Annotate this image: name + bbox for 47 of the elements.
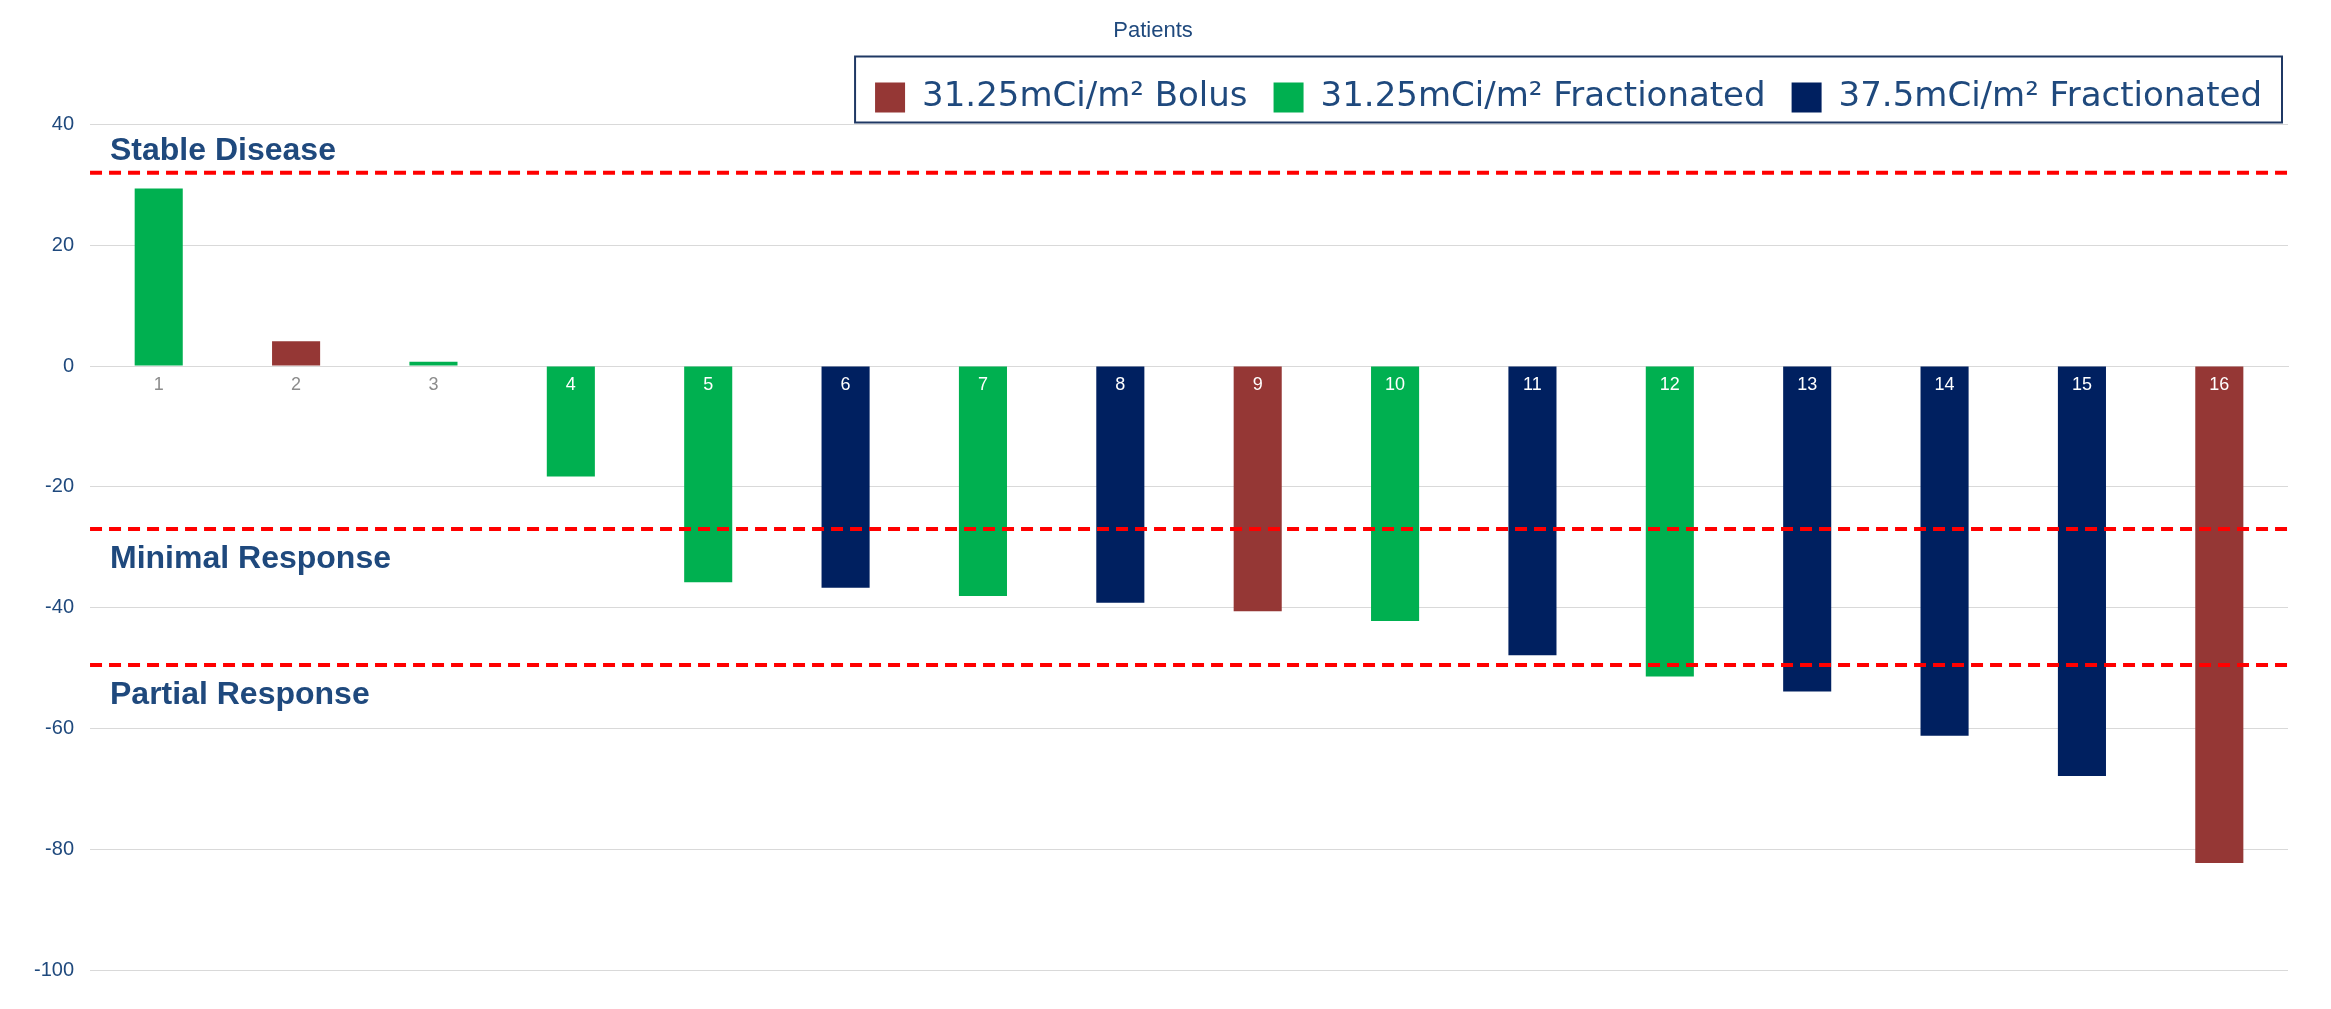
bar bbox=[1371, 366, 1420, 621]
bar bbox=[1233, 366, 1282, 612]
bar bbox=[272, 341, 321, 366]
x-tick-label: 1 bbox=[153, 373, 164, 394]
x-tick-label: 12 bbox=[1659, 373, 1680, 394]
x-tick-label: 4 bbox=[565, 373, 576, 394]
bar bbox=[684, 366, 733, 583]
y-tick-label: 20 bbox=[51, 232, 75, 255]
y-tick-label: -80 bbox=[45, 836, 75, 859]
bar bbox=[1096, 366, 1145, 603]
bar bbox=[409, 361, 458, 366]
y-tick-label: 0 bbox=[62, 353, 75, 376]
x-tick-label: 9 bbox=[1252, 373, 1263, 394]
y-tick-label: -100 bbox=[34, 957, 75, 980]
bar bbox=[1508, 366, 1557, 656]
y-tick-label: -60 bbox=[45, 715, 75, 738]
bar bbox=[1783, 366, 1832, 692]
x-tick-label: 5 bbox=[703, 373, 714, 394]
x-tick-label: 10 bbox=[1385, 373, 1406, 394]
x-tick-label: 8 bbox=[1115, 373, 1126, 394]
bar bbox=[821, 366, 870, 588]
x-tick-label: 15 bbox=[2071, 373, 2092, 394]
x-tick-label: 13 bbox=[1797, 373, 1818, 394]
legend-label: 37.5mCi/m² Fractionated bbox=[1838, 74, 2262, 115]
ref-line-label: Stable Disease bbox=[110, 130, 336, 167]
ref-line-label: Minimal Response bbox=[110, 538, 391, 575]
legend-label: 31.25mCi/m² Bolus bbox=[922, 74, 1248, 115]
x-tick-label: 14 bbox=[1934, 373, 1955, 394]
bar bbox=[546, 366, 595, 477]
bar bbox=[2195, 366, 2244, 864]
y-tick-label: -40 bbox=[45, 595, 75, 618]
y-tick-label: -20 bbox=[45, 474, 75, 497]
bar bbox=[2057, 366, 2106, 777]
legend-label: 31.25mCi/m² Fractionated bbox=[1320, 74, 1766, 115]
ref-line-label: Partial Response bbox=[110, 674, 370, 711]
bar bbox=[1920, 366, 1969, 736]
x-tick-label: 7 bbox=[977, 373, 988, 394]
x-axis-title: Patients bbox=[1113, 17, 1193, 43]
x-tick-label: 11 bbox=[1523, 373, 1542, 394]
x-tick-label: 6 bbox=[840, 373, 851, 394]
bar bbox=[1645, 366, 1694, 677]
y-tick-label: 40 bbox=[51, 111, 75, 134]
bar bbox=[958, 366, 1007, 597]
x-tick-label: 3 bbox=[428, 373, 439, 394]
bar bbox=[134, 188, 183, 366]
x-tick-label: 16 bbox=[2209, 373, 2230, 394]
x-tick-label: 2 bbox=[291, 373, 302, 394]
